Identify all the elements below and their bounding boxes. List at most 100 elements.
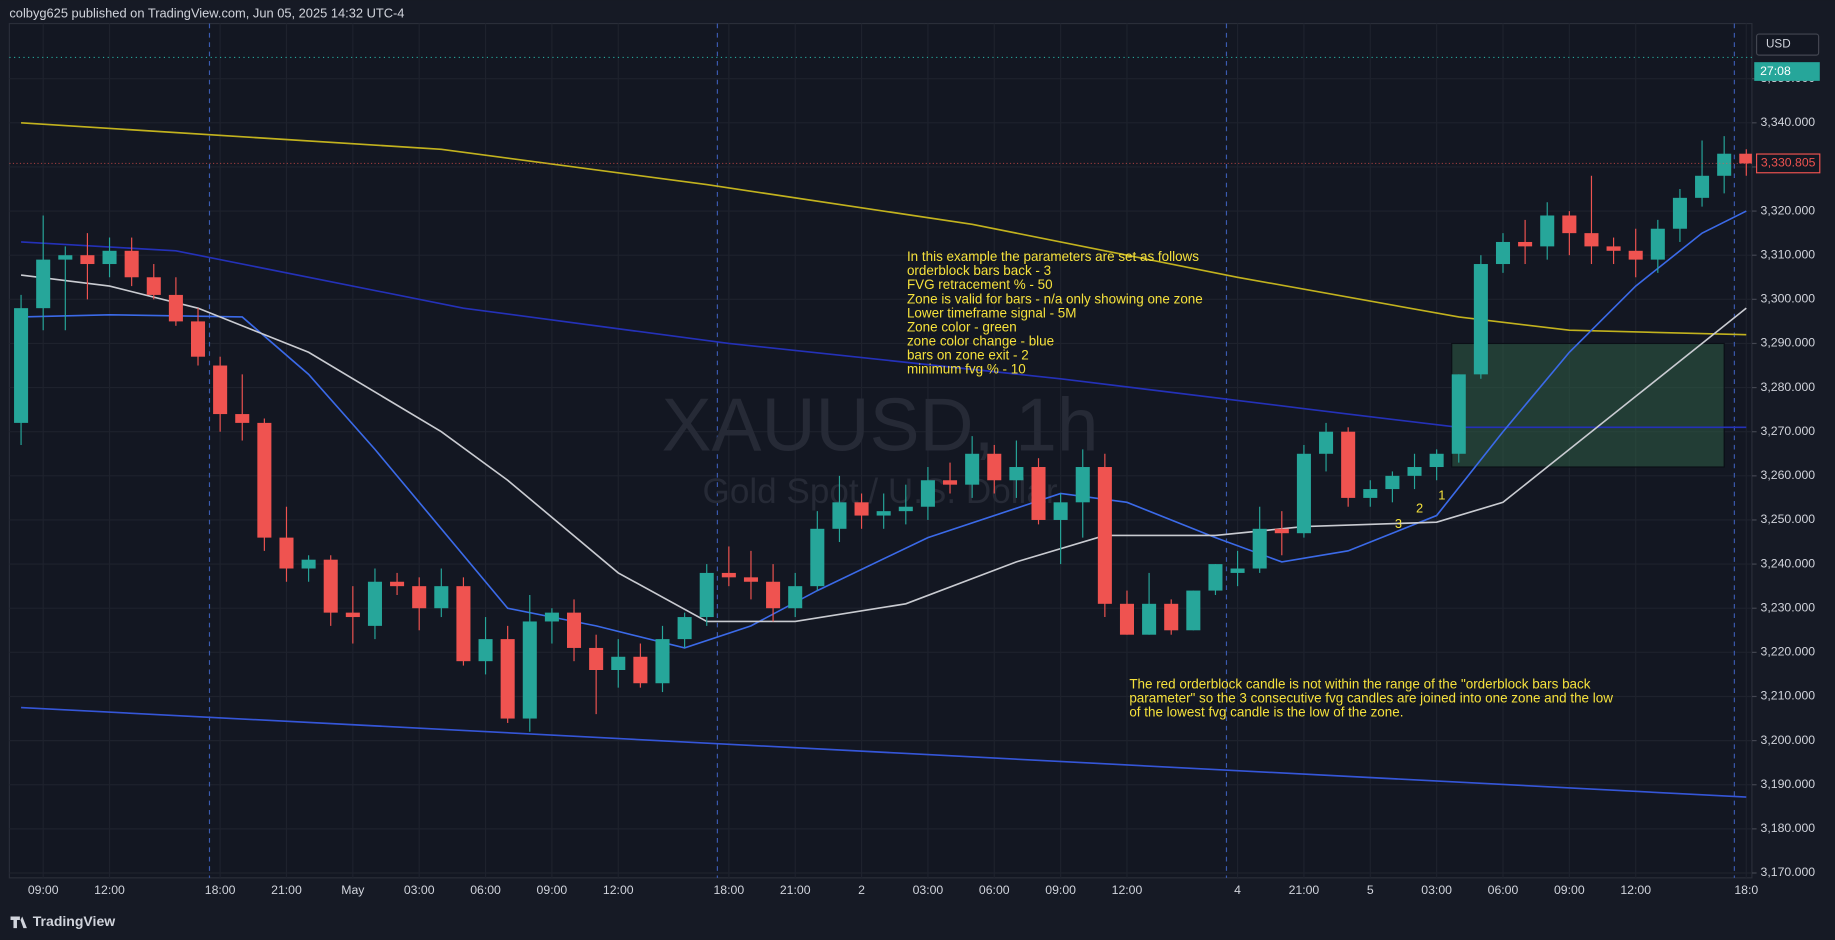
candle-body <box>721 572 736 578</box>
candle-body <box>1053 502 1068 520</box>
x-tick-label: 21:00 <box>271 883 302 897</box>
y-tick-label: 3,260.000 <box>1761 468 1816 482</box>
x-tick-label: May <box>341 883 365 897</box>
candle-body <box>1451 374 1466 454</box>
candle-body <box>810 528 825 587</box>
countdown-box <box>1754 62 1820 81</box>
indicator-line <box>21 706 1747 798</box>
x-tick-label: 09:00 <box>537 883 568 897</box>
candle-body <box>832 502 847 529</box>
candle-body <box>1385 475 1400 490</box>
candle-body <box>80 255 95 265</box>
indicator-line <box>21 122 1747 336</box>
x-tick-label: 09:00 <box>1045 883 1076 897</box>
logo-icon <box>10 916 27 929</box>
last-price-box <box>1756 153 1821 174</box>
annotation: orderblock bars back - 3 <box>907 263 1051 278</box>
candle-body <box>1739 153 1752 164</box>
candle-body <box>943 480 958 485</box>
candle-body <box>168 294 183 322</box>
candle-body <box>434 586 449 609</box>
y-tick-label: 3,340.000 <box>1761 115 1816 129</box>
candle-body <box>1296 453 1311 534</box>
x-tick-label: 03:00 <box>913 883 944 897</box>
candle-body <box>522 621 537 719</box>
candle-body <box>456 586 471 662</box>
candle-body <box>1230 568 1245 573</box>
annotation: zone color change - blue <box>907 333 1054 348</box>
last-price-label: 3,330.805 <box>1761 156 1816 170</box>
marker-label: 3 <box>1395 516 1402 531</box>
candle-body <box>345 612 360 618</box>
candle-body <box>257 422 272 538</box>
candle-body <box>611 656 626 671</box>
candle-body <box>102 250 117 265</box>
footer-logo: TradingView <box>10 913 115 929</box>
candle-body <box>1186 590 1201 631</box>
currency-button[interactable] <box>1756 33 1820 56</box>
annotation: The red orderblock candle is not within … <box>1129 676 1590 691</box>
x-tick-label: 18:00 <box>205 883 236 897</box>
indicator-line <box>20 274 1747 623</box>
x-tick-label: 12:00 <box>1620 883 1651 897</box>
candle-body <box>1142 603 1157 635</box>
candle-body <box>1407 467 1422 476</box>
y-tick-label: 3,220.000 <box>1761 645 1816 659</box>
x-tick-label: 18:0 <box>1734 883 1758 897</box>
y-tick-label: 3,310.000 <box>1761 247 1816 261</box>
candle-body <box>1672 197 1687 229</box>
candle-body <box>1164 603 1179 631</box>
candle-body <box>323 559 338 613</box>
candle-body <box>1341 431 1356 498</box>
candle-body <box>124 250 139 278</box>
y-tick-label: 3,280.000 <box>1761 380 1816 394</box>
candle-body <box>279 537 294 569</box>
y-tick-label: 3,170.000 <box>1761 865 1816 879</box>
candle-body <box>390 581 405 587</box>
candle-body <box>146 277 161 295</box>
session-separators <box>208 23 1735 878</box>
candle-body <box>699 572 714 618</box>
watermark-subtitle: Gold Spot / U.S. Dollar <box>703 472 1058 511</box>
x-tick-label: 03:00 <box>404 883 435 897</box>
footer: TradingView <box>33 913 115 929</box>
x-tick-label: 06:00 <box>979 883 1010 897</box>
candle-body <box>788 586 803 609</box>
candle-body <box>987 453 1002 481</box>
annotation: Zone color - green <box>907 319 1017 334</box>
candle-body <box>1518 241 1533 247</box>
annotation: Lower timeframe signal - 5M <box>907 305 1077 320</box>
header: colbyg625 published on TradingView.com, … <box>9 6 404 21</box>
candle-body <box>213 365 228 415</box>
annotation: FVG retracement % - 50 <box>907 277 1053 292</box>
candle-body <box>920 480 935 507</box>
x-tick-label: 06:00 <box>1488 883 1519 897</box>
indicator-line <box>21 210 1747 649</box>
candle-body <box>1562 215 1577 234</box>
series-layer <box>9 122 1752 798</box>
annotation: In this example the parameters are set a… <box>907 249 1199 264</box>
candle-body <box>766 581 781 609</box>
x-tick-label: 4 <box>1234 883 1241 897</box>
x-tick-label: 2 <box>858 883 865 897</box>
y-tick-label: 3,230.000 <box>1761 600 1816 614</box>
candle-body <box>876 511 891 516</box>
x-tick-label: 09:00 <box>1554 883 1585 897</box>
x-tick-label: 09:00 <box>28 883 59 897</box>
currency[interactable]: USD <box>1766 38 1791 51</box>
axes: 3,170.000 3,180.000 3,190.000 3,200.000 3,21… <box>28 71 1815 897</box>
candle-body <box>1274 528 1289 534</box>
candle-body <box>1009 467 1024 481</box>
candle-body <box>1584 233 1599 247</box>
candle-body <box>190 321 206 357</box>
candle-body <box>1628 250 1643 260</box>
y-tick-label: 3,190.000 <box>1761 777 1816 791</box>
candle-body <box>1606 246 1621 251</box>
zone <box>1451 342 1725 468</box>
candle-body <box>301 559 316 569</box>
candle-body <box>633 656 648 684</box>
candle-body <box>1429 453 1444 468</box>
candle-body <box>58 255 73 260</box>
y-tick-label: 3,270.000 <box>1761 424 1816 438</box>
